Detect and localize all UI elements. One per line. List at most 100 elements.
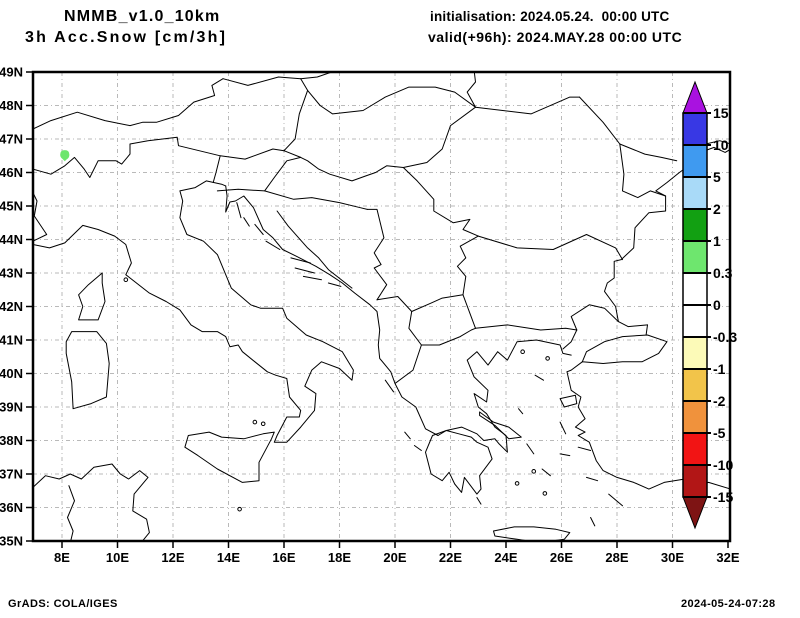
coastline-border-path <box>265 240 281 250</box>
coastline-border-path <box>619 143 678 162</box>
colorbar-tick-label: -5 <box>713 425 726 441</box>
island-dot <box>520 349 525 355</box>
island-dot <box>514 481 520 486</box>
coastline-border-path <box>290 257 311 264</box>
map-layer <box>33 72 730 541</box>
coastline-border-path <box>479 411 522 440</box>
y-axis-tick-label: 46N <box>0 165 23 180</box>
colorbar-tick-label: -0.3 <box>713 329 737 345</box>
colorbar-tick-label: 2 <box>713 201 721 217</box>
coastline-border-path <box>404 431 411 440</box>
island-dot <box>252 419 258 425</box>
coastline-border-path <box>236 202 242 219</box>
coastline-border-path <box>212 155 221 183</box>
x-axis-tick-label: 30E <box>661 550 684 565</box>
colorbar-tick-label: -10 <box>713 457 733 473</box>
y-axis-tick-label: 49N <box>0 65 23 80</box>
coastline-border-path <box>541 468 551 477</box>
coastline-border-path <box>411 294 464 312</box>
x-axis-tick-label: 8E <box>54 550 70 565</box>
coastline-border-path <box>518 408 524 415</box>
colorbar-tick-label: 0.3 <box>713 265 733 281</box>
colorbar-segment <box>683 113 707 145</box>
grads-credit: GrADS: COLA/IGES <box>8 598 118 610</box>
coastline-border-path <box>526 443 535 455</box>
coastline-border-path <box>243 217 250 227</box>
coastline-border-path <box>590 517 596 527</box>
coastline-border-path <box>462 294 476 329</box>
coastline-border-path <box>222 72 334 86</box>
island-dot <box>260 421 266 427</box>
coastline-border-path <box>33 180 354 443</box>
coastline-border-path <box>254 223 264 235</box>
coastline-border-path <box>705 140 730 145</box>
colorbar-arrow-bottom <box>682 496 708 530</box>
coastline-border-path <box>466 72 476 108</box>
coastline-border-path <box>67 485 75 541</box>
colorbar-tick-label: 10 <box>713 137 729 153</box>
island-dot <box>531 469 537 474</box>
coastline-border-path <box>264 190 368 210</box>
map-border <box>31 70 732 543</box>
coastline-border-path <box>283 150 404 182</box>
y-axis-tick-label: 37N <box>0 467 23 482</box>
y-axis-tick-label: 39N <box>0 400 23 415</box>
coastline-border-path <box>581 334 668 364</box>
y-axis-tick-label: 35N <box>0 534 23 549</box>
coastline-border-path <box>184 431 275 483</box>
colorbar-tick-label: 5 <box>713 169 721 185</box>
y-axis-tick-label: 42N <box>0 299 23 314</box>
island-dot <box>542 491 548 496</box>
coastline-border-path <box>566 361 583 373</box>
x-axis-tick-label: 20E <box>383 550 406 565</box>
valid-time-label: valid(+96h): 2024.MAY.28 00:00 UTC <box>428 29 683 45</box>
x-axis-tick-label: 24E <box>494 550 517 565</box>
coastline-border-path <box>327 282 342 287</box>
colorbar-tick-label: 1 <box>713 233 721 249</box>
coastline-border-path <box>577 446 592 451</box>
colorbar-arrow-top <box>682 80 708 114</box>
coastline-border-path <box>413 445 422 451</box>
coastline-border-path <box>33 136 285 178</box>
coastline-border-path <box>437 339 572 453</box>
colorbar-tick-label: -15 <box>713 489 733 505</box>
y-axis-tick-label: 40N <box>0 366 23 381</box>
coastline-border-path <box>570 304 619 331</box>
x-axis-tick-label: 10E <box>106 550 129 565</box>
colorbar-segment <box>683 177 707 209</box>
coastline-border-path <box>493 526 571 541</box>
x-axis-tick-label: 18E <box>328 550 351 565</box>
coastline-border-path <box>78 272 106 321</box>
colorbar-segment <box>683 305 707 337</box>
island-dot <box>237 506 242 512</box>
colorbar-segment <box>683 401 707 433</box>
colorbar-segment <box>683 241 707 273</box>
colorbar-segment <box>683 145 707 177</box>
coastline-border-path <box>534 374 544 381</box>
island-dot <box>545 356 550 361</box>
colorbar-tick-label: 15 <box>713 105 729 121</box>
coastline-border-path <box>608 493 623 507</box>
y-axis-tick-label: 44N <box>0 232 23 247</box>
colorbar-tick-label: 0 <box>713 297 721 313</box>
colorbar-segment <box>683 337 707 369</box>
coastline-border-path <box>307 86 476 115</box>
x-axis-tick-label: 26E <box>550 550 573 565</box>
coastline-border-path <box>33 78 224 130</box>
coastline-border-path <box>477 234 623 261</box>
coastline-border-path <box>586 476 599 482</box>
coastline-border-path <box>376 296 422 384</box>
coastline-border-path <box>276 210 353 289</box>
x-axis-tick-label: 16E <box>272 550 295 565</box>
colorbar-segment <box>683 209 707 241</box>
y-axis-tick-label: 36N <box>0 500 23 515</box>
init-time-label: initialisation: 2024.05.24. 00:00 UTC <box>430 9 670 24</box>
y-axis-tick-label: 45N <box>0 199 23 214</box>
coastline-border-path <box>402 96 580 168</box>
coastline-border-path <box>420 327 476 346</box>
coastline-border-path <box>645 324 648 336</box>
coastline-border-path <box>294 267 315 274</box>
coastline-border-path <box>402 167 479 237</box>
